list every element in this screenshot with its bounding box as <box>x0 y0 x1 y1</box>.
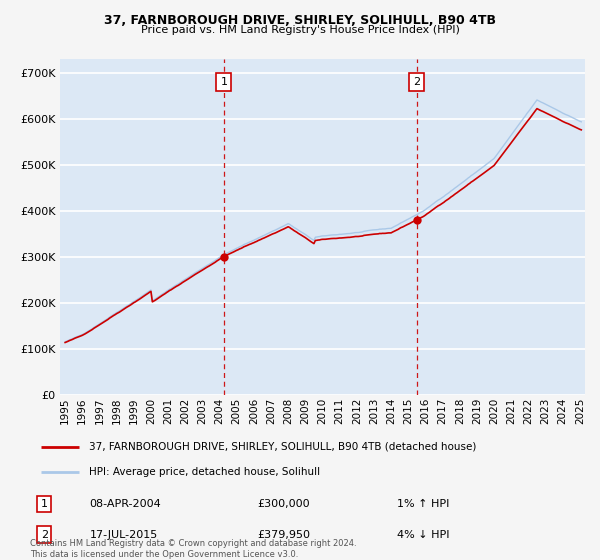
Text: £300,000: £300,000 <box>257 499 310 509</box>
Text: 37, FARNBOROUGH DRIVE, SHIRLEY, SOLIHULL, B90 4TB: 37, FARNBOROUGH DRIVE, SHIRLEY, SOLIHULL… <box>104 14 496 27</box>
Text: 37, FARNBOROUGH DRIVE, SHIRLEY, SOLIHULL, B90 4TB (detached house): 37, FARNBOROUGH DRIVE, SHIRLEY, SOLIHULL… <box>89 442 477 452</box>
Text: 1: 1 <box>220 77 227 87</box>
Text: 2: 2 <box>413 77 421 87</box>
Text: 08-APR-2004: 08-APR-2004 <box>89 499 161 509</box>
Text: 1: 1 <box>41 499 48 509</box>
Text: 2: 2 <box>41 530 48 540</box>
Text: 4% ↓ HPI: 4% ↓ HPI <box>397 530 450 540</box>
Text: 17-JUL-2015: 17-JUL-2015 <box>89 530 158 540</box>
Text: Contains HM Land Registry data © Crown copyright and database right 2024.
This d: Contains HM Land Registry data © Crown c… <box>30 539 356 559</box>
Text: £379,950: £379,950 <box>257 530 310 540</box>
Text: Price paid vs. HM Land Registry's House Price Index (HPI): Price paid vs. HM Land Registry's House … <box>140 25 460 35</box>
Text: HPI: Average price, detached house, Solihull: HPI: Average price, detached house, Soli… <box>89 466 320 477</box>
Text: 1% ↑ HPI: 1% ↑ HPI <box>397 499 449 509</box>
